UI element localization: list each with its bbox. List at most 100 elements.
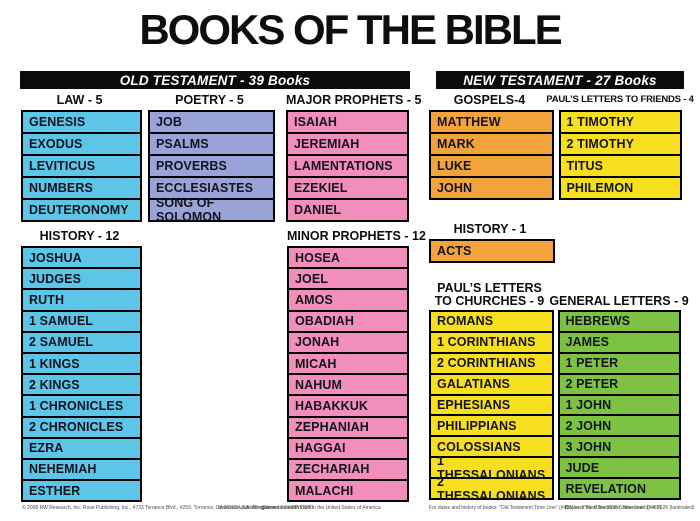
book-cell: LEVITICUS — [23, 154, 140, 176]
book-cell: SONG OF SOLOMON — [150, 196, 273, 224]
book-cell: 1 KINGS — [23, 351, 140, 373]
book-cell: ESTHER — [23, 479, 140, 500]
book-cell: ISAIAH — [294, 115, 337, 129]
book-cell: EPHESIANS — [431, 393, 552, 415]
book-cell: JOHN — [431, 176, 552, 198]
group-pauls-letters-friends: PAUL’S LETTERS TO FRIENDS - 4 1 TIMOTHY … — [545, 92, 695, 200]
book-cell: 2 SAMUEL — [23, 330, 140, 352]
book-cell: 1 CHRONICLES — [23, 394, 140, 415]
group-pauls-letters-friends-header: PAUL’S LETTERS TO FRIENDS - 4 — [546, 94, 694, 105]
book-cell: 2 CHRONICLES — [23, 415, 140, 437]
book-cell: 2 PETER — [559, 372, 679, 394]
book-cell: OBADIAH — [289, 309, 407, 331]
poster-title: BOOKS OF THE BIBLE — [139, 6, 562, 53]
group-general-letters: GENERAL LETTERS - 9 HEBREWS JAMES 1 PETE… — [548, 280, 690, 501]
book-cell: 2 KINGS — [23, 373, 140, 394]
book-cell: MATTHEW — [437, 115, 501, 129]
book-cell: 2 THESSALONIANS — [431, 475, 552, 503]
book-cell: PHILIPPIANS — [431, 414, 552, 435]
group-law-header: LAW - 5 — [56, 93, 103, 107]
book-cell: DANIEL — [288, 198, 407, 220]
book-cell: JONAH — [289, 330, 407, 352]
book-cell: PSALMS — [150, 132, 273, 154]
book-cell: PHILEMON — [560, 176, 680, 198]
group-poetry-table: JOB PSALMS PROVERBS ECCLESIASTES SONG OF… — [148, 110, 275, 224]
book-cell: TITUS — [560, 154, 680, 176]
group-history-1-header: HISTORY - 1 — [453, 222, 527, 236]
group-pauls-letters-churches-table: ROMANS 1 CORINTHIANS 2 CORINTHIANS GALAT… — [429, 310, 554, 503]
book-cell: NUMBERS — [23, 176, 140, 198]
book-cell: JEREMIAH — [288, 132, 407, 154]
group-pauls-letters-friends-table: 1 TIMOTHY 2 TIMOTHY TITUS PHILEMON — [558, 110, 682, 200]
timeline-note: For dates and history of books: “Old Tes… — [429, 505, 662, 511]
book-cell: 1 CORINTHIANS — [431, 330, 552, 352]
group-general-letters-header: GENERAL LETTERS - 9 — [549, 294, 689, 308]
book-cell: LUKE — [431, 154, 552, 176]
group-gospels: GOSPELS-4 MATTHEW MARK LUKE JOHN — [429, 92, 554, 200]
book-cell: ACTS — [437, 244, 472, 258]
book-cell: MICAH — [289, 351, 407, 373]
group-gospels-header: GOSPELS-4 — [453, 93, 526, 107]
book-cell: EXODUS — [23, 132, 140, 154]
book-cell: DEUTERONOMY — [23, 198, 140, 220]
group-major-prophets-header: MAJOR PROPHETS - 5 — [286, 93, 422, 107]
group-poetry: POETRY - 5 JOB PSALMS PROVERBS ECCLESIAS… — [148, 92, 275, 224]
book-cell: JOB — [156, 115, 183, 129]
book-cell: JUDGES — [23, 267, 140, 288]
book-cell: GENESIS — [29, 115, 86, 129]
group-history-1-table: ACTS — [429, 239, 555, 263]
book-cell: AMOS — [289, 288, 407, 309]
book-cell: REVELATION — [559, 477, 679, 498]
book-cell: 2 JOHN — [559, 414, 679, 435]
book-cell: HEBREWS — [565, 314, 631, 329]
group-law: LAW - 5 GENESIS EXODUS LEVITICUS NUMBERS… — [21, 92, 142, 222]
group-gospels-table: MATTHEW MARK LUKE JOHN — [429, 110, 554, 200]
group-minor-prophets: MINOR PROPHETS - 12 HOSEA JOEL AMOS OBAD… — [287, 228, 426, 503]
book-cell: RUTH — [23, 288, 140, 309]
group-minor-prophets-header: MINOR PROPHETS - 12 — [287, 229, 426, 243]
publisher-website: www.rose-publishing.com — [218, 505, 275, 511]
new-testament-bar: NEW TESTAMENT - 27 Books — [436, 71, 684, 89]
book-cell: 2 TIMOTHY — [560, 132, 680, 154]
group-pauls-letters-churches: PAUL’S LETTERS TO CHURCHES - 9 ROMANS 1 … — [429, 280, 554, 503]
product-code: 9W11200 — [292, 505, 314, 511]
group-general-letters-table: HEBREWS JAMES 1 PETER 2 PETER 1 JOHN 2 J… — [557, 310, 681, 501]
book-cell: HABAKKUK — [289, 394, 407, 415]
group-major-prophets: MAJOR PROPHETS - 5 ISAIAH JEREMIAH LAMEN… — [286, 92, 422, 222]
edition-text: Second Edition — [262, 505, 296, 511]
book-cell: HOSEA — [295, 250, 340, 265]
book-cell: ZECHARIAH — [289, 457, 407, 479]
book-cell: MALACHI — [289, 479, 407, 500]
group-minor-prophets-table: HOSEA JOEL AMOS OBADIAH JONAH MICAH NAHU… — [287, 246, 409, 503]
book-cell: ECCLESIASTES — [150, 176, 273, 198]
book-cell: GALATIANS — [431, 372, 552, 394]
book-cell: 1 PETER — [559, 351, 679, 373]
group-law-table: GENESIS EXODUS LEVITICUS NUMBERS DEUTERO… — [21, 110, 142, 222]
book-cell: MARK — [431, 132, 552, 154]
book-cell: 1 TIMOTHY — [566, 115, 635, 129]
book-cell: ZEPHANIAH — [289, 415, 407, 437]
book-cell: PROVERBS — [150, 154, 273, 176]
group-poetry-header: POETRY - 5 — [175, 93, 244, 107]
book-cell: NAHUM — [289, 373, 407, 394]
book-cell: ROMANS — [437, 314, 494, 329]
group-history-1: HISTORY - 1 ACTS — [429, 221, 555, 263]
book-cell: COLOSSIANS — [431, 435, 552, 456]
group-history-12: HISTORY - 12 JOSHUA JUDGES RUTH 1 SAMUEL… — [21, 228, 142, 503]
book-cell: 3 JOHN — [559, 435, 679, 456]
book-cell: EZRA — [23, 436, 140, 458]
book-cell: JAMES — [559, 330, 679, 352]
book-cell: NEHEMIAH — [23, 457, 140, 479]
copyright-text: © 2008 RW Research, Inc. Rose Publishing… — [22, 505, 381, 511]
book-cell: 1 JOHN — [559, 393, 679, 415]
book-cell: HAGGAI — [289, 436, 407, 458]
group-history-12-header: HISTORY - 12 — [39, 229, 120, 243]
book-cell: JOEL — [289, 267, 407, 288]
product-note: Books of the Bible 9025 (unlaminated) or… — [565, 505, 695, 511]
book-cell: 1 SAMUEL — [23, 309, 140, 331]
group-history-12-table: JOSHUA JUDGES RUTH 1 SAMUEL 2 SAMUEL 1 K… — [21, 246, 142, 503]
book-cell: EZEKIEL — [288, 176, 407, 198]
book-cell: JOSHUA — [29, 250, 82, 265]
group-pauls-letters-churches-header: PAUL’S LETTERS TO CHURCHES - 9 — [434, 281, 545, 308]
